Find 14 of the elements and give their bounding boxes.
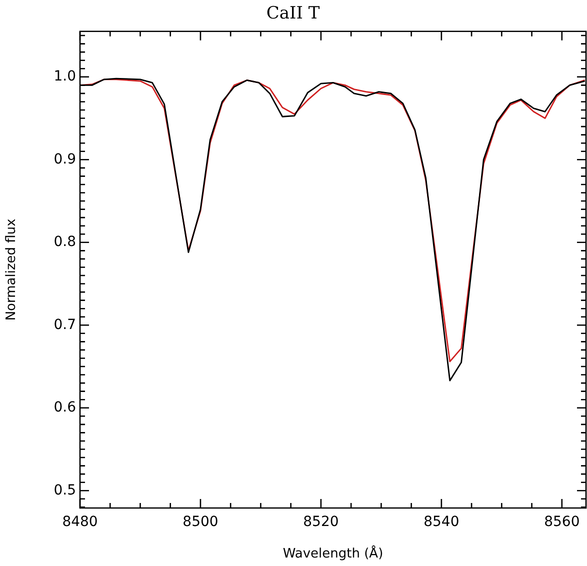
x-tick-label: 8540 bbox=[424, 514, 460, 530]
y-tick-label: 0.7 bbox=[54, 316, 76, 333]
y-tick-label: 0.8 bbox=[54, 234, 76, 250]
x-axis-title: Wavelength (Å) bbox=[282, 544, 384, 562]
y-tick-label: 0.6 bbox=[54, 400, 76, 416]
x-tick-label: 8520 bbox=[303, 514, 339, 530]
y-tick-label: 1.0 bbox=[54, 68, 76, 85]
y-tick-label: 0.9 bbox=[54, 151, 76, 168]
x-tick-label: 8560 bbox=[544, 514, 580, 530]
y-axis-title: Normalized flux bbox=[4, 218, 20, 321]
y-tick-label: 0.5 bbox=[54, 482, 76, 498]
x-tick-label: 8500 bbox=[182, 514, 218, 530]
x-tick-label: 8480 bbox=[62, 514, 98, 530]
chart-title: CaII T bbox=[266, 4, 320, 24]
